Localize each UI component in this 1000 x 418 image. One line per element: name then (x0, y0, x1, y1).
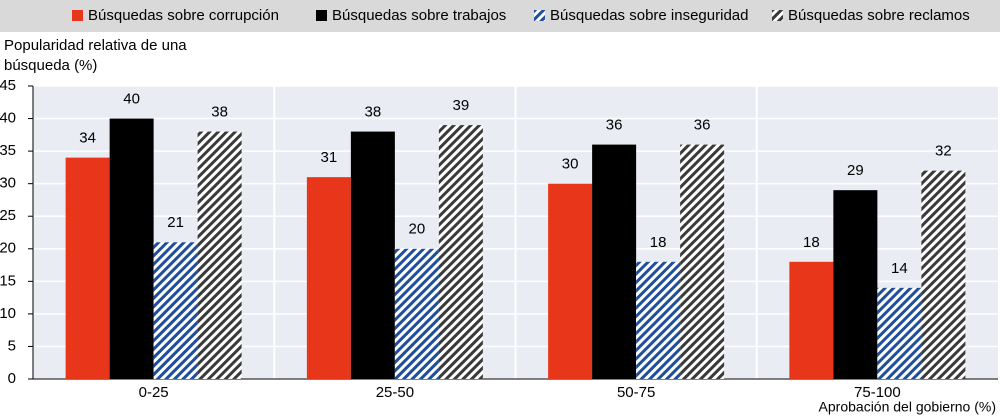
y-tick-label: 25 (0, 207, 16, 224)
data-label: 40 (123, 91, 140, 108)
legend-label: Búsquedas sobre reclamos (788, 7, 970, 24)
bar (833, 190, 878, 379)
bar (877, 287, 922, 379)
bar (109, 118, 154, 380)
y-tick-label: 5 (8, 337, 16, 354)
legend-background (0, 0, 1000, 32)
bar (680, 144, 725, 379)
y-axis-label: búsqueda (%) (4, 57, 97, 74)
y-tick-label: 35 (0, 142, 16, 159)
data-label: 18 (650, 234, 667, 251)
bar (306, 177, 351, 379)
legend-label: Búsquedas sobre trabajos (332, 7, 506, 24)
bar (921, 170, 966, 379)
y-tick-label: 40 (0, 110, 16, 127)
data-label: 39 (453, 97, 470, 114)
x-tick-label: 50-75 (617, 384, 655, 401)
x-tick-label: 0-25 (139, 384, 169, 401)
legend-swatch (316, 10, 327, 21)
bar (636, 261, 681, 379)
data-label: 38 (211, 104, 228, 121)
bar (350, 131, 395, 379)
data-label: 36 (694, 117, 711, 134)
y-tick-label: 30 (0, 175, 16, 192)
legend-label: Búsquedas sobre corrupción (88, 7, 279, 24)
y-tick-label: 45 (0, 77, 16, 94)
bar (197, 131, 242, 379)
x-tick-label: 25-50 (376, 384, 414, 401)
x-tick-label: 75-100 (854, 384, 901, 401)
data-label: 29 (847, 162, 864, 179)
bar (65, 157, 110, 379)
bar (548, 183, 593, 379)
data-label: 20 (409, 221, 426, 238)
x-axis-label: Aprobación del gobierno (%) (819, 399, 996, 415)
data-label: 30 (562, 156, 579, 173)
y-tick-label: 0 (8, 370, 16, 387)
data-label: 14 (891, 260, 908, 277)
bar (394, 248, 439, 379)
y-axis-label: Popularidad relativa de una (4, 37, 187, 54)
y-tick-label: 20 (0, 240, 16, 257)
y-tick-label: 15 (0, 272, 16, 289)
legend-swatch (772, 10, 783, 21)
data-label: 31 (321, 149, 338, 166)
bar (438, 125, 483, 379)
y-tick-label: 10 (0, 305, 16, 322)
data-label: 38 (365, 104, 382, 121)
bar (789, 261, 834, 379)
data-label: 21 (167, 214, 184, 231)
data-label: 18 (803, 234, 820, 251)
data-label: 36 (606, 117, 623, 134)
bar (592, 144, 637, 379)
bar (153, 242, 198, 379)
legend-swatch (72, 10, 83, 21)
data-label: 32 (935, 143, 952, 160)
legend-label: Búsquedas sobre inseguridad (550, 7, 748, 24)
data-label: 34 (79, 130, 96, 147)
legend-swatch (534, 10, 545, 21)
